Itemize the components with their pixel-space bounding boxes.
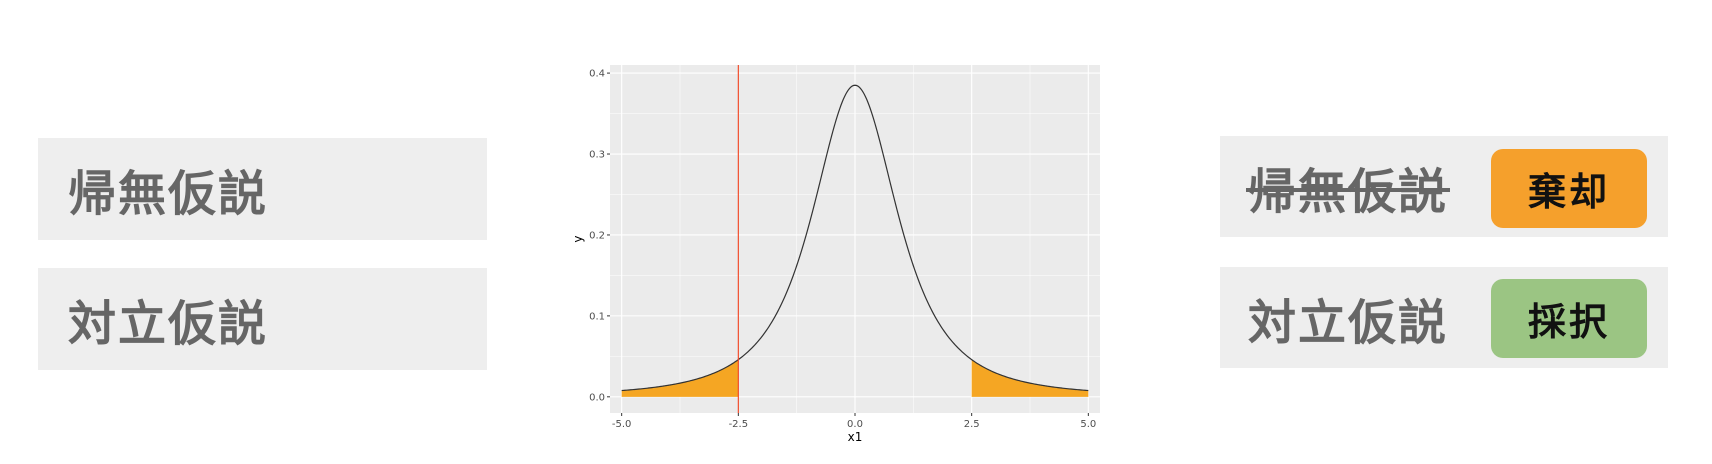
null-hypothesis-box: 帰無仮説 [38, 138, 487, 240]
alternative-hypothesis-label: 対立仮説 [68, 296, 269, 352]
x-tick-label: 0.0 [847, 419, 863, 430]
x-axis-ticks: -5.0 -2.5 0.0 2.5 5.0 [612, 413, 1096, 430]
struck-null-hypothesis-label: 帰無仮説 [1245, 152, 1451, 222]
reject-badge: 棄却 [1491, 149, 1647, 228]
x-tick-label: -2.5 [729, 419, 749, 430]
accept-badge: 採択 [1491, 279, 1647, 358]
density-curve [621, 84, 1089, 392]
y-tick-label: 0.1 [589, 311, 605, 322]
null-hypothesis-result-box: 帰無仮説 棄却 [1220, 136, 1668, 237]
null-hypothesis-label: 帰無仮説 [68, 166, 269, 222]
x-tick-label: 5.0 [1080, 419, 1096, 430]
right-tail-region [971, 359, 1089, 397]
x-tick-label: -5.0 [612, 419, 632, 430]
y-tick-label: 0.2 [589, 230, 605, 241]
t-distribution-chart: -5.0 -2.5 0.0 2.5 5.0 0.0 0.1 0.2 0.3 0.4 x1 y [571, 65, 1100, 444]
x-axis-title: x1 [848, 430, 863, 444]
alternative-hypothesis-result-label: 対立仮説 [1248, 294, 1449, 351]
y-tick-label: 0.0 [589, 392, 605, 403]
y-tick-label: 0.3 [589, 150, 605, 161]
rejection-regions [621, 359, 1089, 397]
left-tail-region [621, 359, 739, 397]
y-tick-label: 0.4 [589, 69, 605, 80]
alternative-hypothesis-box: 対立仮説 [38, 268, 487, 370]
y-axis-title: y [571, 235, 585, 242]
x-tick-label: 2.5 [964, 419, 980, 430]
y-axis-ticks: 0.0 0.1 0.2 0.3 0.4 [589, 69, 610, 403]
accept-label: 採択 [1527, 300, 1610, 344]
reject-label: 棄却 [1527, 170, 1610, 214]
alternative-hypothesis-result-box: 対立仮説 採択 [1220, 267, 1668, 368]
